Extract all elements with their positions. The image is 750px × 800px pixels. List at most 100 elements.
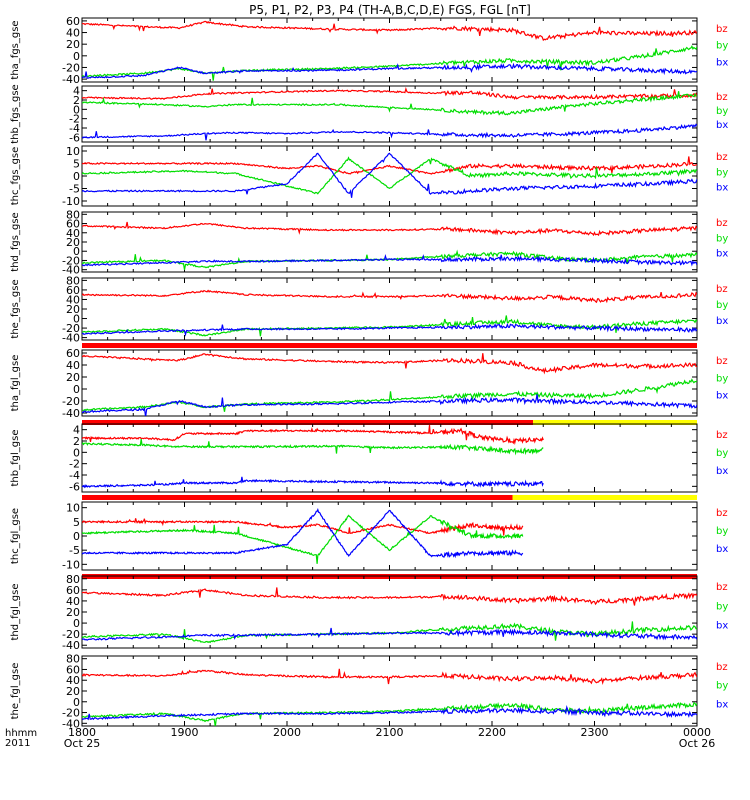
y-axis-label: thd_fgs_gse	[10, 212, 21, 271]
legend-bx: bx	[716, 391, 728, 402]
y-tick-label: -6	[69, 131, 80, 144]
y-tick-label: 80	[66, 208, 80, 221]
legend-by: by	[716, 300, 728, 311]
legend-bx: bx	[716, 316, 728, 327]
status-bar-red	[82, 420, 533, 425]
legend-bz: bz	[716, 218, 728, 229]
series-line-by	[82, 621, 697, 644]
series-line-bz	[82, 289, 697, 304]
legend-by: by	[716, 106, 728, 117]
y-tick-label: 10	[66, 145, 80, 158]
status-bar-yellow	[512, 495, 697, 500]
y-axis-label: thc_fgs_gse	[10, 147, 21, 206]
x-tick-label: 2200	[478, 726, 506, 739]
legend-bz: bz	[716, 284, 728, 295]
y-tick-label: 60	[66, 663, 80, 676]
legend-bz: bz	[716, 508, 728, 519]
y-tick-label: 4	[73, 424, 80, 437]
series-line-by	[82, 701, 697, 726]
y-axis-label: thb_fgl_gse	[10, 430, 21, 487]
series-line-bz	[82, 20, 697, 42]
y-tick-label: -20	[62, 707, 80, 720]
y-axis-label: thd_fgl_gse	[10, 584, 21, 641]
y-tick-label: 0	[73, 313, 80, 326]
y-tick-label: 80	[66, 274, 80, 287]
y-tick-label: -40	[62, 717, 80, 730]
x-tick-label: 1800	[68, 726, 96, 739]
series-line-bx	[82, 123, 697, 141]
y-axis-label: thc_fgl_gse	[10, 508, 21, 564]
panel-frame	[81, 85, 698, 143]
y-tick-label: -40	[62, 264, 80, 277]
legend-bx: bx	[716, 466, 728, 477]
x-axis-row1-label: hhmm	[5, 728, 37, 739]
x-tick-sublabel: Oct 25	[64, 737, 101, 750]
y-tick-label: -40	[62, 407, 80, 420]
x-tick-sublabel: Oct 26	[679, 737, 716, 750]
y-tick-label: 4	[73, 85, 80, 98]
y-tick-label: -40	[62, 73, 80, 86]
y-tick-label: 60	[66, 218, 80, 231]
y-tick-label: 0	[73, 530, 80, 543]
y-tick-label: -10	[62, 558, 80, 571]
legend-bz: bz	[716, 430, 728, 441]
series-line-bz	[82, 587, 697, 606]
y-tick-label: -2	[69, 458, 80, 471]
series-line-bx	[82, 627, 697, 641]
y-tick-label: -4	[69, 122, 80, 135]
legend-by: by	[716, 233, 728, 244]
y-tick-label: -6	[69, 480, 80, 493]
y-tick-label: 0	[73, 103, 80, 116]
y-tick-label: 60	[66, 15, 80, 28]
y-axis-label: thb_fgs_gse	[10, 84, 21, 143]
series-line-bz	[82, 156, 697, 175]
y-tick-label: 40	[66, 359, 80, 372]
legend-bz: bz	[716, 152, 728, 163]
series-line-by	[82, 91, 697, 116]
y-tick-label: -40	[62, 332, 80, 345]
legend-by: by	[716, 373, 728, 384]
legend-by: by	[716, 448, 728, 459]
y-tick-label: 2	[73, 94, 80, 107]
y-tick-label: -5	[69, 544, 80, 557]
x-tick-label: 2000	[273, 726, 301, 739]
y-tick-label: 0	[73, 446, 80, 459]
y-tick-label: -20	[62, 395, 80, 408]
y-tick-label: 2	[73, 435, 80, 448]
legend-bx: bx	[716, 120, 728, 131]
x-axis-row2-label: 2011	[5, 738, 30, 749]
series-line-by	[82, 514, 524, 564]
y-tick-label: -20	[62, 61, 80, 74]
y-tick-label: 20	[66, 371, 80, 384]
y-tick-label: 0	[73, 170, 80, 183]
y-axis-label: the_fgs_gse	[10, 279, 21, 338]
legend-by: by	[716, 41, 728, 52]
x-tick-label: 2100	[376, 726, 404, 739]
legend-bx: bx	[716, 57, 728, 68]
series-line-bx	[82, 476, 544, 489]
legend-bz: bz	[716, 24, 728, 35]
y-tick-label: 5	[73, 516, 80, 529]
y-tick-label: -20	[62, 322, 80, 335]
x-tick-label: 2300	[581, 726, 609, 739]
y-tick-label: -40	[62, 639, 80, 652]
series-line-bx	[82, 705, 697, 721]
y-axis-label: tha_fgs_gse	[10, 20, 21, 79]
y-tick-label: 5	[73, 158, 80, 171]
legend-bz: bz	[716, 662, 728, 673]
y-tick-label: 80	[66, 573, 80, 586]
y-tick-label: 20	[66, 303, 80, 316]
series-line-bz	[82, 353, 697, 375]
series-line-bx	[82, 394, 697, 416]
legend-by: by	[716, 167, 728, 178]
status-bar-yellow	[533, 420, 697, 425]
legend-by: by	[716, 601, 728, 612]
y-tick-label: 40	[66, 293, 80, 306]
series-line-by	[82, 315, 697, 337]
